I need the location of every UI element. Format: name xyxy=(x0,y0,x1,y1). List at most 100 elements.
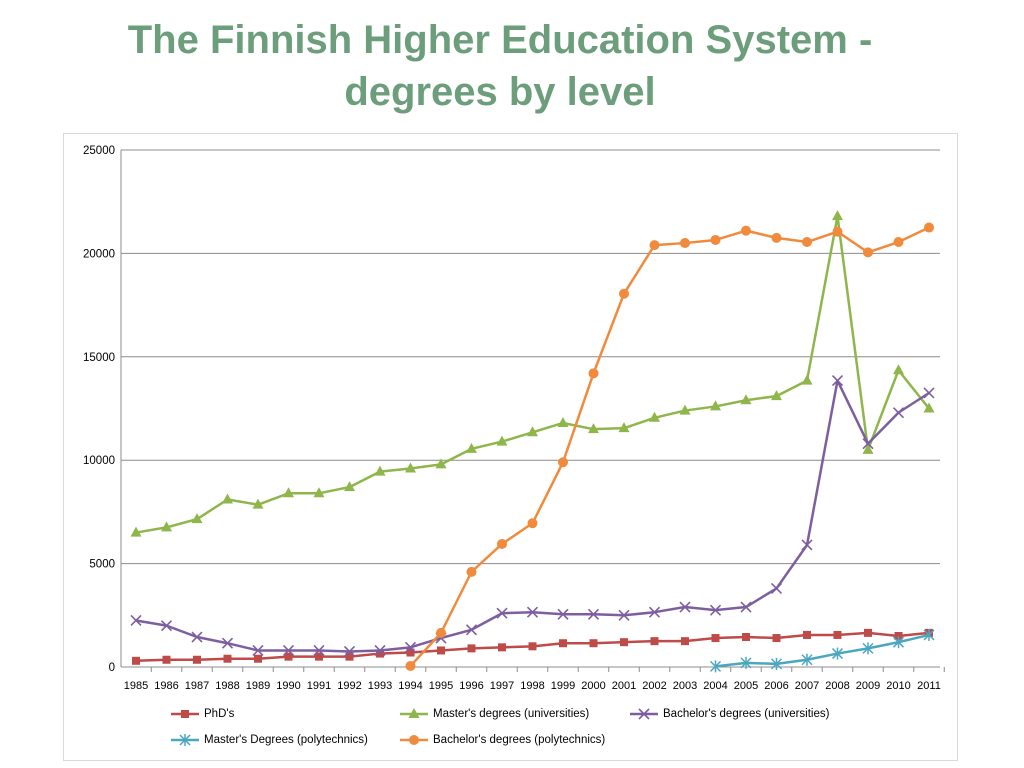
series-3-point xyxy=(831,647,844,660)
series-2-point xyxy=(679,601,691,613)
series-0-point xyxy=(467,644,476,653)
x-tick-label: 2009 xyxy=(856,680,880,692)
legend-marker-phd xyxy=(171,710,199,718)
legend-point xyxy=(408,708,420,718)
series-1-point xyxy=(435,458,447,469)
series-4-point xyxy=(710,234,721,245)
series-1-point xyxy=(923,402,935,413)
series-3-line xyxy=(715,633,930,668)
x-tick-label: 2008 xyxy=(825,680,849,692)
y-tick-label: 20000 xyxy=(83,248,115,260)
series-4-point xyxy=(863,247,873,258)
chart-area: 0 5000 10000 15000 20000 25000 1985 1986 1987 198… xyxy=(63,133,958,761)
series-1-point xyxy=(130,526,142,537)
series-1-point xyxy=(893,364,904,375)
series-0-point xyxy=(223,654,232,663)
legend-label-bachelors-polytechnics: Bachelor's degrees (polytechnics) xyxy=(433,734,606,746)
series-2-point xyxy=(892,407,905,419)
series-2-point xyxy=(191,631,203,643)
series-0-point xyxy=(132,656,140,665)
series-2-point xyxy=(801,539,813,551)
series-2-point xyxy=(923,387,935,399)
x-tick-label: 1991 xyxy=(307,680,331,692)
series-3-point xyxy=(923,628,935,641)
series-3-point xyxy=(709,660,722,673)
series-0-point xyxy=(864,628,872,637)
series-1-point xyxy=(557,416,569,427)
series-0-point xyxy=(406,648,415,657)
legend-label-bachelors-universities: Bachelor's degrees (universities) xyxy=(663,708,830,720)
legend-marker-masters-polytechnics xyxy=(171,734,199,746)
y-tick-label: 0 xyxy=(109,662,115,674)
series-0-point xyxy=(620,638,628,647)
series-2-line xyxy=(135,379,930,653)
series-1-point xyxy=(344,481,355,492)
x-tick-label: 1995 xyxy=(429,680,453,692)
series-4-point xyxy=(802,237,812,248)
legend-item-bachelors-polytechnics: Bachelor's degrees (polytechnics) xyxy=(399,734,605,746)
series-3-point xyxy=(801,653,813,666)
x-tick-label: 1985 xyxy=(124,680,148,692)
y-tick-label: 5000 xyxy=(89,559,115,571)
series-4-point xyxy=(649,240,660,251)
legend-point xyxy=(181,710,189,718)
series-2-point xyxy=(160,620,173,632)
series-1-point xyxy=(740,394,752,405)
series-0-point xyxy=(681,637,689,646)
series-0-point xyxy=(711,634,720,643)
series-1-point xyxy=(191,513,203,524)
series-1-point xyxy=(374,465,386,476)
x-tick-label: 1994 xyxy=(398,680,422,692)
legend-marker-bachelors-universities xyxy=(630,708,658,720)
series-4-point xyxy=(680,238,690,249)
x-tick-label: 2010 xyxy=(886,680,910,692)
series-4-point xyxy=(832,226,843,237)
x-tick-label: 1986 xyxy=(154,680,178,692)
series-1-point xyxy=(588,423,599,434)
series-1-point xyxy=(405,462,416,473)
series-2-point xyxy=(313,644,325,657)
series-4-point xyxy=(497,538,507,549)
series-2-point xyxy=(221,637,234,649)
slide-title-line2: degrees by level xyxy=(344,70,656,114)
series-4-point xyxy=(771,232,782,243)
legend-item-masters-polytechnics: Master's Degrees (polytechnics) xyxy=(170,734,368,746)
series-2-point xyxy=(740,601,752,613)
x-tick-label: 1999 xyxy=(551,680,575,692)
x-tick-label: 2003 xyxy=(673,680,697,692)
series-4-point xyxy=(466,566,477,577)
series-2-point xyxy=(770,582,783,594)
legend-label-masters-universities: Master's degrees (universities) xyxy=(433,708,590,720)
series-0-point xyxy=(345,652,354,661)
series-2-point xyxy=(343,645,356,658)
x-tick-label: 2004 xyxy=(703,680,727,692)
series-2-point xyxy=(648,606,661,618)
series-4-point xyxy=(558,457,568,468)
series-0-point xyxy=(437,646,445,655)
y-tick-label: 15000 xyxy=(83,352,115,364)
series-3-point xyxy=(862,642,874,655)
x-tick-label: 1987 xyxy=(185,680,209,692)
series-1-point xyxy=(313,487,325,498)
slide-title-line1: The Finnish Higher Education System - xyxy=(127,18,873,62)
series-2-point xyxy=(465,624,478,636)
series-2-point xyxy=(496,607,508,619)
series-4-point xyxy=(436,627,446,638)
x-tick-label: 1992 xyxy=(337,680,361,692)
series-1-point xyxy=(801,374,813,385)
series-1-point xyxy=(161,521,172,532)
legend-label-phd: PhD's xyxy=(204,708,235,720)
legend-point xyxy=(638,708,650,720)
x-tick-label: 1997 xyxy=(490,680,514,692)
series-0-point xyxy=(498,643,506,652)
series-2-point xyxy=(404,641,417,653)
series-4-line xyxy=(409,226,930,667)
series-4-point xyxy=(924,222,934,233)
x-tick-label: 1988 xyxy=(215,680,239,692)
x-tick-label: 1990 xyxy=(276,680,300,692)
series-2-point xyxy=(557,608,569,620)
series-1-point xyxy=(496,435,508,446)
series-0-point xyxy=(894,631,903,640)
x-tick-label: 1996 xyxy=(459,680,483,692)
series-3-point xyxy=(892,636,905,649)
